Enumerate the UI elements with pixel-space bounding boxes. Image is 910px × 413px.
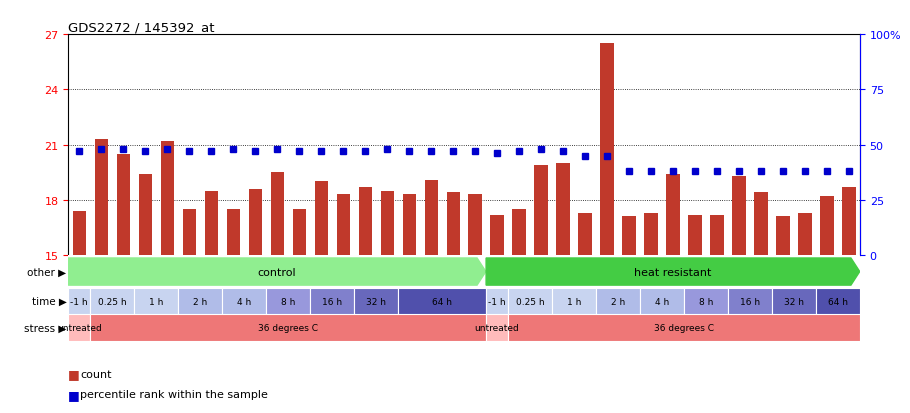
Bar (821, 197, 834, 255)
Bar (292, 209, 306, 255)
Text: 64 h: 64 h (432, 297, 452, 306)
Bar (138, 175, 152, 255)
Bar (68, 288, 90, 315)
Bar (622, 217, 635, 255)
Text: count: count (80, 369, 112, 379)
Bar (380, 191, 394, 255)
Bar (469, 195, 481, 255)
Text: 2 h: 2 h (611, 297, 625, 306)
Bar (666, 175, 680, 255)
Text: ■: ■ (68, 367, 80, 380)
Bar (248, 189, 262, 255)
Bar (512, 209, 526, 255)
Bar (486, 288, 508, 315)
Bar (337, 195, 349, 255)
Bar (178, 288, 222, 315)
Bar (534, 166, 548, 255)
Bar (447, 193, 460, 255)
Bar (359, 188, 371, 255)
Text: untreated: untreated (56, 323, 102, 332)
Text: 32 h: 32 h (784, 297, 804, 306)
Bar (315, 182, 328, 255)
Bar (90, 315, 486, 341)
Bar (684, 288, 728, 315)
Text: 0.25 h: 0.25 h (516, 297, 544, 306)
Bar (486, 315, 508, 341)
Bar (596, 288, 640, 315)
Text: percentile rank within the sample: percentile rank within the sample (80, 389, 268, 399)
Bar (68, 315, 90, 341)
FancyArrow shape (68, 259, 486, 285)
Bar (116, 154, 130, 255)
Bar (354, 288, 399, 315)
Bar (95, 140, 107, 255)
Bar (552, 288, 596, 315)
Text: 8 h: 8 h (281, 297, 296, 306)
Bar (135, 288, 178, 315)
Text: -1 h: -1 h (70, 297, 88, 306)
Bar (183, 209, 196, 255)
Bar (816, 288, 860, 315)
Text: 36 degrees C: 36 degrees C (654, 323, 714, 332)
Bar (402, 195, 416, 255)
Text: 8 h: 8 h (699, 297, 713, 306)
Text: 0.25 h: 0.25 h (98, 297, 126, 306)
Text: control: control (258, 267, 297, 277)
Text: ■: ■ (68, 388, 80, 401)
Bar (601, 44, 613, 255)
Bar (772, 288, 816, 315)
Text: untreated: untreated (475, 323, 520, 332)
Bar (398, 288, 486, 315)
Bar (711, 215, 723, 255)
Bar (556, 164, 570, 255)
Text: heat resistant: heat resistant (634, 267, 712, 277)
Bar (424, 180, 438, 255)
Bar (579, 213, 592, 255)
Text: 16 h: 16 h (322, 297, 342, 306)
Text: 36 degrees C: 36 degrees C (258, 323, 318, 332)
Text: 1 h: 1 h (567, 297, 581, 306)
Text: other ▶: other ▶ (27, 267, 66, 277)
Text: stress ▶: stress ▶ (24, 323, 66, 332)
Text: 4 h: 4 h (238, 297, 251, 306)
Text: 2 h: 2 h (193, 297, 207, 306)
Bar (688, 215, 702, 255)
Bar (222, 288, 267, 315)
Text: 4 h: 4 h (655, 297, 669, 306)
Bar (266, 288, 310, 315)
Text: 16 h: 16 h (740, 297, 760, 306)
Text: 64 h: 64 h (828, 297, 848, 306)
Bar (754, 193, 767, 255)
Bar (490, 215, 504, 255)
FancyArrow shape (486, 259, 860, 285)
Bar (161, 142, 174, 255)
Bar (270, 173, 284, 255)
Text: 1 h: 1 h (149, 297, 164, 306)
Bar (227, 209, 239, 255)
Bar (644, 213, 658, 255)
Text: time ▶: time ▶ (32, 297, 66, 306)
Text: 32 h: 32 h (366, 297, 386, 306)
Bar (508, 288, 552, 315)
Bar (776, 217, 790, 255)
Bar (640, 288, 684, 315)
Bar (728, 288, 772, 315)
Bar (90, 288, 135, 315)
Bar (205, 191, 217, 255)
Bar (843, 188, 855, 255)
Bar (733, 176, 745, 255)
Text: -1 h: -1 h (489, 297, 506, 306)
Text: GDS2272 / 145392_at: GDS2272 / 145392_at (68, 21, 215, 34)
Bar (73, 211, 86, 255)
Bar (508, 315, 860, 341)
Bar (798, 213, 812, 255)
Bar (310, 288, 354, 315)
